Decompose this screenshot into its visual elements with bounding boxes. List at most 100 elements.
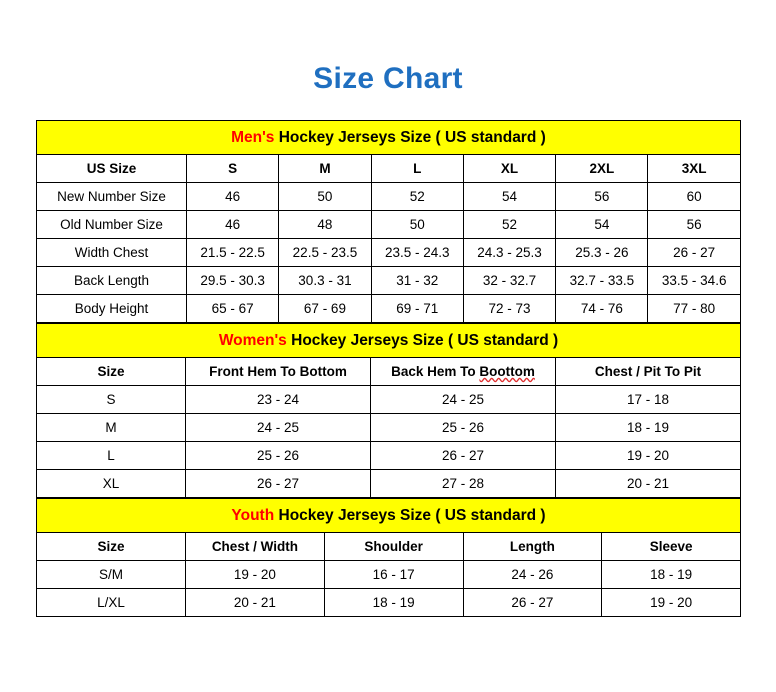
mens-row-label-3: Back Length — [36, 266, 187, 295]
youth-col-header-4: Sleeve — [601, 532, 741, 561]
mens-cell-0-3: 54 — [462, 182, 557, 211]
womens-row-label-3: XL — [36, 469, 186, 498]
youth-cell-1-3: 19 - 20 — [601, 588, 741, 617]
mens-cell-0-4: 56 — [555, 182, 649, 211]
womens-row-label-2: L — [36, 441, 186, 470]
womens-banner-rest: Hockey Jerseys Size ( US standard ) — [286, 331, 559, 349]
mens-row-label-1: Old Number Size — [36, 210, 187, 239]
mens-cell-1-1: 48 — [278, 210, 372, 239]
womens-cell-2-0: 25 - 26 — [185, 441, 371, 470]
youth-cell-1-1: 18 - 19 — [323, 588, 464, 617]
mens-banner-cell: Men's Hockey Jerseys Size ( US standard … — [36, 120, 741, 155]
table-row: Back Length 29.5 - 30.3 30.3 - 31 31 - 3… — [36, 266, 741, 295]
womens-cell-0-2: 17 - 18 — [555, 385, 741, 414]
youth-cell-0-0: 19 - 20 — [185, 560, 325, 589]
youth-col-header-1: Chest / Width — [185, 532, 325, 561]
mens-cell-0-5: 60 — [647, 182, 741, 211]
mens-cell-4-3: 72 - 73 — [462, 294, 557, 323]
mens-cell-2-3: 24.3 - 25.3 — [462, 238, 557, 267]
mens-size-table: Men's Hockey Jerseys Size ( US standard … — [36, 120, 741, 323]
womens-cell-3-2: 20 - 21 — [555, 469, 741, 498]
womens-cell-2-2: 19 - 20 — [555, 441, 741, 470]
mens-section-banner: Men's Hockey Jerseys Size ( US standard … — [36, 120, 741, 155]
womens-cell-1-2: 18 - 19 — [555, 413, 741, 442]
youth-row-label-0: S/M — [36, 560, 186, 589]
table-row: S/M 19 - 20 16 - 17 24 - 26 18 - 19 — [36, 560, 741, 589]
mens-cell-2-1: 22.5 - 23.5 — [278, 238, 372, 267]
youth-cell-0-1: 16 - 17 — [323, 560, 464, 589]
womens-row-label-0: S — [36, 385, 186, 414]
mens-cell-3-1: 30.3 - 31 — [278, 266, 372, 295]
mens-cell-4-1: 67 - 69 — [278, 294, 372, 323]
table-row: New Number Size 46 50 52 54 56 60 — [36, 182, 741, 211]
mens-col-header-4: XL — [462, 154, 557, 183]
womens-col-header-3: Chest / Pit To Pit — [555, 357, 741, 386]
table-row: XL 26 - 27 27 - 28 20 - 21 — [36, 469, 741, 498]
youth-size-table: Youth Hockey Jerseys Size ( US standard … — [36, 498, 741, 617]
mens-cell-1-5: 56 — [647, 210, 741, 239]
youth-col-header-2: Shoulder — [323, 532, 464, 561]
mens-cell-4-5: 77 - 80 — [647, 294, 741, 323]
youth-banner-accent: Youth — [231, 506, 275, 524]
womens-col-header-0: Size — [36, 357, 186, 386]
womens-cell-2-1: 26 - 27 — [370, 441, 556, 470]
mens-row-label-2: Width Chest — [36, 238, 187, 267]
mens-cell-1-2: 50 — [370, 210, 464, 239]
mens-cell-3-4: 32.7 - 33.5 — [555, 266, 649, 295]
youth-cell-0-2: 24 - 26 — [462, 560, 603, 589]
table-row: L/XL 20 - 21 18 - 19 26 - 27 19 - 20 — [36, 588, 741, 617]
mens-cell-4-4: 74 - 76 — [555, 294, 649, 323]
page-title: Size Chart — [313, 62, 463, 95]
youth-col-header-3: Length — [462, 532, 603, 561]
womens-col-header-2: Back Hem To Boottom — [370, 357, 556, 386]
table-row: M 24 - 25 25 - 26 18 - 19 — [36, 413, 741, 442]
womens-size-table: Women's Hockey Jerseys Size ( US standar… — [36, 323, 741, 498]
mens-cell-0-0: 46 — [185, 182, 280, 211]
mens-col-header-2: M — [278, 154, 372, 183]
womens-cell-1-0: 24 - 25 — [185, 413, 371, 442]
size-tables-container: Men's Hockey Jerseys Size ( US standard … — [36, 120, 741, 617]
mens-cell-1-3: 52 — [462, 210, 557, 239]
mens-row-label-4: Body Height — [36, 294, 187, 323]
mens-cell-2-5: 26 - 27 — [647, 238, 741, 267]
mens-col-header-5: 2XL — [555, 154, 649, 183]
womens-cell-3-1: 27 - 28 — [370, 469, 556, 498]
womens-cell-3-0: 26 - 27 — [185, 469, 371, 498]
mens-cell-1-4: 54 — [555, 210, 649, 239]
mens-cell-3-3: 32 - 32.7 — [462, 266, 557, 295]
mens-cell-2-2: 23.5 - 24.3 — [370, 238, 464, 267]
mens-col-header-6: 3XL — [647, 154, 741, 183]
mens-banner-accent: Men's — [231, 128, 275, 146]
womens-cell-0-0: 23 - 24 — [185, 385, 371, 414]
youth-row-label-1: L/XL — [36, 588, 186, 617]
womens-col-header-1: Front Hem To Bottom — [185, 357, 371, 386]
table-row: Body Height 65 - 67 67 - 69 69 - 71 72 -… — [36, 294, 741, 323]
mens-cell-4-2: 69 - 71 — [370, 294, 464, 323]
mens-col-header-1: S — [185, 154, 280, 183]
womens-cell-1-1: 25 - 26 — [370, 413, 556, 442]
mens-banner-rest: Hockey Jerseys Size ( US standard ) — [274, 128, 546, 146]
mens-cell-1-0: 46 — [185, 210, 280, 239]
mens-col-header-3: L — [370, 154, 464, 183]
youth-cell-1-0: 20 - 21 — [185, 588, 325, 617]
womens-banner-accent: Women's — [218, 331, 287, 349]
youth-col-header-0: Size — [36, 532, 186, 561]
womens-section-banner: Women's Hockey Jerseys Size ( US standar… — [36, 323, 741, 358]
table-row: Width Chest 21.5 - 22.5 22.5 - 23.5 23.5… — [36, 238, 741, 267]
youth-banner-cell: Youth Hockey Jerseys Size ( US standard … — [36, 498, 741, 533]
womens-cell-0-1: 24 - 25 — [370, 385, 556, 414]
mens-cell-3-5: 33.5 - 34.6 — [647, 266, 741, 295]
mens-cell-2-4: 25.3 - 26 — [555, 238, 649, 267]
mens-header-row: US Size S M L XL 2XL 3XL — [36, 154, 741, 183]
mens-row-label-0: New Number Size — [36, 182, 187, 211]
youth-cell-1-2: 26 - 27 — [462, 588, 603, 617]
misspelled-word: Boottom — [479, 364, 535, 379]
table-row: Old Number Size 46 48 50 52 54 56 — [36, 210, 741, 239]
mens-cell-0-1: 50 — [278, 182, 372, 211]
youth-header-row: Size Chest / Width Shoulder Length Sleev… — [36, 532, 741, 561]
mens-cell-2-0: 21.5 - 22.5 — [185, 238, 280, 267]
mens-cell-3-2: 31 - 32 — [370, 266, 464, 295]
table-row: S 23 - 24 24 - 25 17 - 18 — [36, 385, 741, 414]
mens-col-header-0: US Size — [36, 154, 187, 183]
